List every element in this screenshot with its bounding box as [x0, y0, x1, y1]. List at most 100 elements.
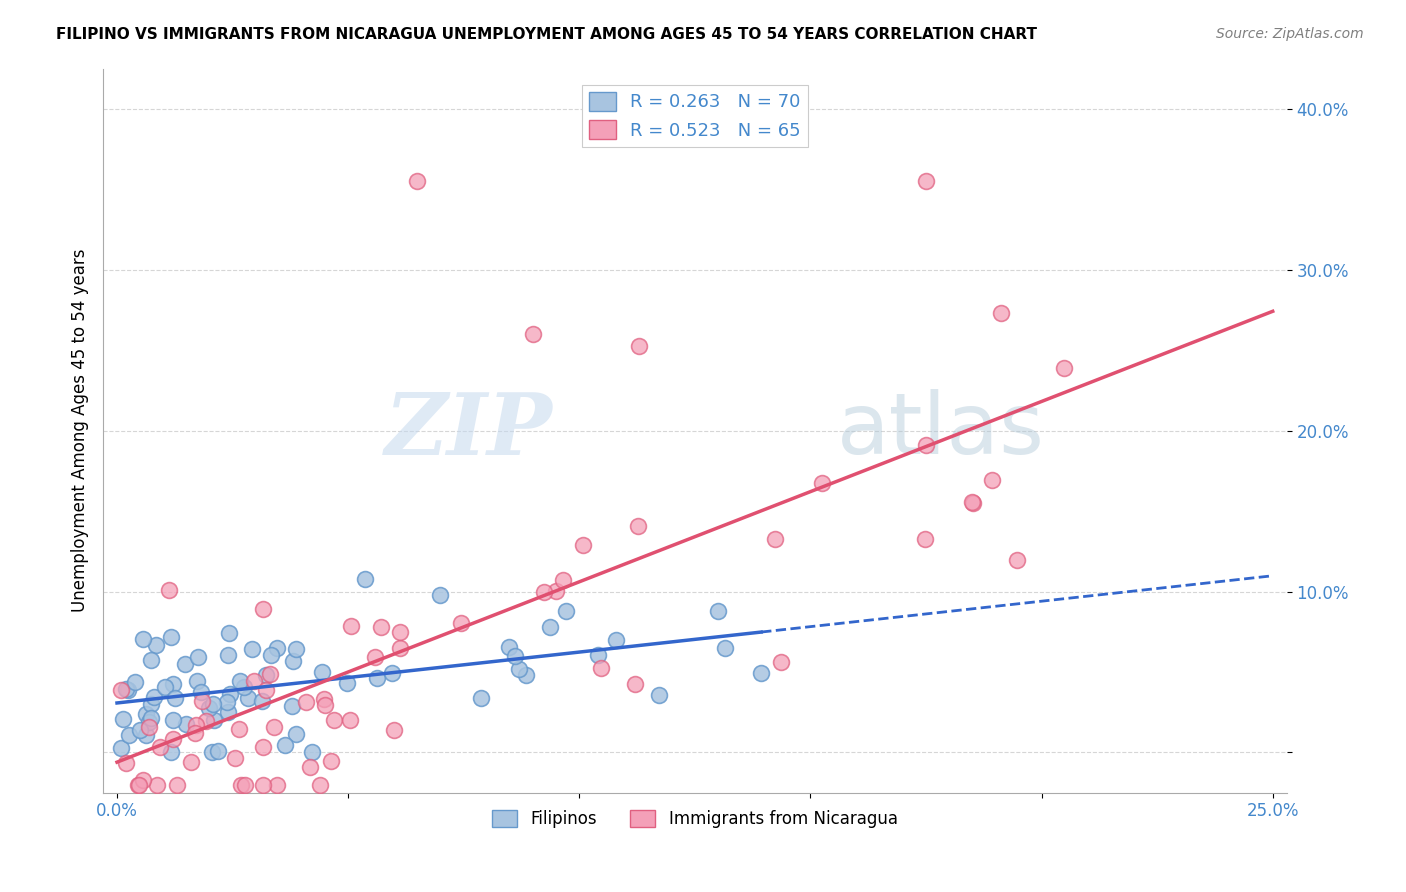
Point [274, 739, 297, 753]
Point [256, 668, 278, 682]
Point [605, 632, 627, 647]
Point [713, 641, 735, 656]
Point [132, 632, 155, 646]
Point [533, 584, 555, 599]
Point [141, 710, 163, 724]
Point [470, 691, 492, 706]
Point [389, 625, 412, 640]
Point [250, 694, 273, 708]
Point [252, 602, 274, 616]
Point [184, 726, 207, 740]
Point [707, 604, 730, 618]
Point [589, 661, 612, 675]
Point [915, 174, 938, 188]
Point [1053, 361, 1076, 376]
Point [295, 695, 318, 709]
Point [322, 713, 344, 727]
Point [339, 713, 361, 727]
Point [281, 654, 304, 668]
Point [314, 692, 336, 706]
Point [266, 778, 288, 792]
Point [228, 673, 250, 688]
Point [135, 706, 157, 721]
Point [353, 572, 375, 586]
Point [370, 620, 392, 634]
Point [138, 720, 160, 734]
Point [135, 728, 157, 742]
Point [207, 743, 229, 757]
Point [190, 685, 212, 699]
Point [252, 739, 274, 754]
Point [157, 583, 180, 598]
Point [538, 620, 561, 634]
Point [770, 655, 793, 669]
Point [139, 653, 162, 667]
Point [163, 690, 186, 705]
Point [132, 772, 155, 787]
Point [627, 519, 650, 533]
Point [153, 680, 176, 694]
Point [1005, 552, 1028, 566]
Point [118, 728, 141, 742]
Point [765, 532, 787, 546]
Point [162, 713, 184, 727]
Point [110, 682, 132, 697]
Point [115, 756, 138, 771]
Point [191, 693, 214, 707]
Point [254, 682, 277, 697]
Point [381, 666, 404, 681]
Point [314, 698, 336, 712]
Point [217, 648, 239, 662]
Point [184, 718, 207, 732]
Point [259, 666, 281, 681]
Point [146, 778, 169, 792]
Point [515, 668, 537, 682]
Point [124, 674, 146, 689]
Point [980, 473, 1002, 487]
Point [149, 739, 172, 754]
Point [218, 626, 240, 640]
Point [162, 732, 184, 747]
Point [128, 778, 150, 792]
Point [166, 778, 188, 792]
Point [180, 756, 202, 770]
Point [174, 717, 197, 731]
Point [224, 751, 246, 765]
Point [364, 650, 387, 665]
Point [229, 778, 252, 792]
Point [281, 698, 304, 713]
Point [311, 665, 333, 680]
Point [749, 666, 772, 681]
Point [266, 641, 288, 656]
Point [389, 640, 412, 655]
Y-axis label: Unemployment Among Ages 45 to 54 years: Unemployment Among Ages 45 to 54 years [72, 249, 89, 612]
Point [554, 604, 576, 618]
Point [522, 326, 544, 341]
Point [285, 726, 308, 740]
Point [232, 680, 254, 694]
Point [308, 778, 330, 792]
Text: atlas: atlas [837, 389, 1045, 472]
Point [160, 746, 183, 760]
Point [128, 723, 150, 737]
Point [117, 682, 139, 697]
Point [340, 619, 363, 633]
Point [960, 495, 983, 509]
Text: ZIP: ZIP [385, 389, 553, 473]
Point [382, 723, 405, 738]
Point [508, 662, 530, 676]
Point [127, 778, 149, 792]
Point [914, 532, 936, 546]
Point [544, 584, 567, 599]
Point [915, 438, 938, 452]
Point [114, 681, 136, 696]
Point [260, 648, 283, 663]
Point [217, 705, 239, 719]
Point [252, 778, 274, 792]
Point [336, 676, 359, 690]
Point [624, 677, 647, 691]
Point [139, 697, 162, 711]
Point [186, 674, 208, 689]
Point [138, 714, 160, 729]
Point [551, 573, 574, 587]
